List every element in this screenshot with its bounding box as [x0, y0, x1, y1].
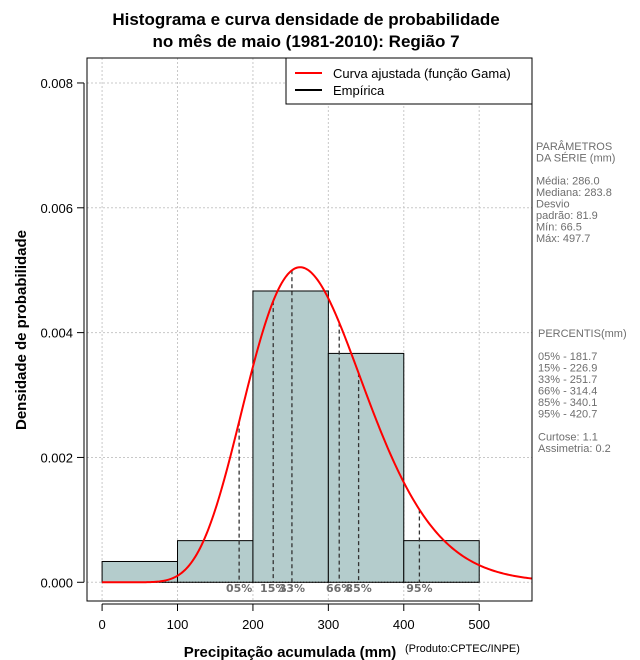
percentile-label-3: 66%	[326, 582, 352, 595]
y-axis-label: Densidade de probabilidade	[13, 230, 30, 430]
y-axis: 0.000 0.002 0.004 0.006 0.008	[40, 76, 85, 590]
legend: Curva ajustada (função Gama) Empírica	[285, 57, 533, 105]
legend-curve-label: Curva ajustada (função Gama)	[333, 66, 511, 81]
histogram-bar-1	[177, 540, 254, 583]
series-parameters-line-3: Média: 286.0	[536, 176, 600, 188]
gamma-curve-layer	[102, 266, 533, 584]
legend-empirical-label: Empírica	[333, 83, 385, 98]
y-tick-label-4: 0.008	[40, 76, 73, 91]
y-tick-label-1: 0.002	[40, 450, 73, 465]
chart-title-line1: Histograma e curva densidade de probabil…	[112, 10, 499, 29]
percentile-label-2: 33%	[279, 582, 305, 595]
y-tick-label-2: 0.004	[40, 326, 73, 341]
y-tick-label-3: 0.006	[40, 201, 73, 216]
y-tick-label-0: 0.000	[40, 575, 73, 590]
percentile-line-4: 33% - 251.7	[538, 374, 597, 386]
legend-box	[285, 57, 533, 105]
percentile-lines	[238, 270, 421, 583]
percentile-line-5: 66% - 314.4	[538, 386, 597, 398]
x-tick-label-4: 400	[393, 617, 415, 632]
x-tick-label-2: 200	[242, 617, 264, 632]
x-tick-label-1: 100	[167, 617, 189, 632]
x-tick-label-0: 0	[98, 617, 105, 632]
percentile-line-9: Curtose: 1.1	[538, 432, 598, 444]
series-parameters-line-5: Desvio	[536, 199, 570, 211]
series-parameters-line-1: DA SÉRIE (mm)	[536, 152, 615, 165]
product-credit: (Produto:CPTEC/INPE)	[405, 643, 520, 655]
x-axis-label: Precipitação acumulada (mm)	[184, 644, 397, 660]
percentile-line-2: 05% - 181.7	[538, 351, 597, 363]
histogram-bar-0	[101, 560, 179, 583]
histogram-bars	[101, 290, 480, 583]
gamma-curve	[102, 266, 533, 584]
percentile-line-10: Assimetria: 0.2	[538, 443, 611, 455]
x-axis: 0 100 200 300 400 500	[98, 603, 490, 632]
percentile-line-0: PERCENTIS(mm)	[538, 328, 627, 340]
series-parameters-line-0: PARÂMETROS	[536, 140, 612, 153]
histogram-bar-4	[403, 540, 480, 583]
percentile-label-4: 85%	[345, 582, 371, 595]
percentile-label-5: 95%	[406, 582, 432, 595]
percentile-line-6: 85% - 340.1	[538, 397, 597, 409]
percentile-label-0: 05%	[226, 582, 252, 595]
x-tick-label-3: 300	[318, 617, 340, 632]
percentile-panel: PERCENTIS(mm) 05% - 181.715% - 226.933% -…	[538, 328, 627, 455]
series-parameters-line-7: Mín: 66.5	[536, 222, 582, 234]
histogram-bar-2	[252, 290, 329, 583]
series-parameters-panel: PARÂMETROS DA SÉRIE (mm) Média: 286.0Medi…	[536, 140, 615, 245]
chart-title-line2: no mês de maio (1981-2010): Região 7	[152, 32, 459, 51]
percentile-label-1: 15%	[260, 582, 286, 595]
percentile-labels: 05% 15%33% 66%85% 95%	[226, 582, 433, 595]
percentile-line-7: 95% - 420.7	[538, 409, 597, 421]
series-parameters-line-8: Máx: 497.7	[536, 233, 590, 245]
percentile-line-3: 15% - 226.9	[538, 363, 597, 375]
x-tick-label-5: 500	[468, 617, 490, 632]
series-parameters-line-6: padrão: 81.9	[536, 210, 598, 222]
series-parameters-line-4: Mediana: 283.8	[536, 187, 612, 199]
